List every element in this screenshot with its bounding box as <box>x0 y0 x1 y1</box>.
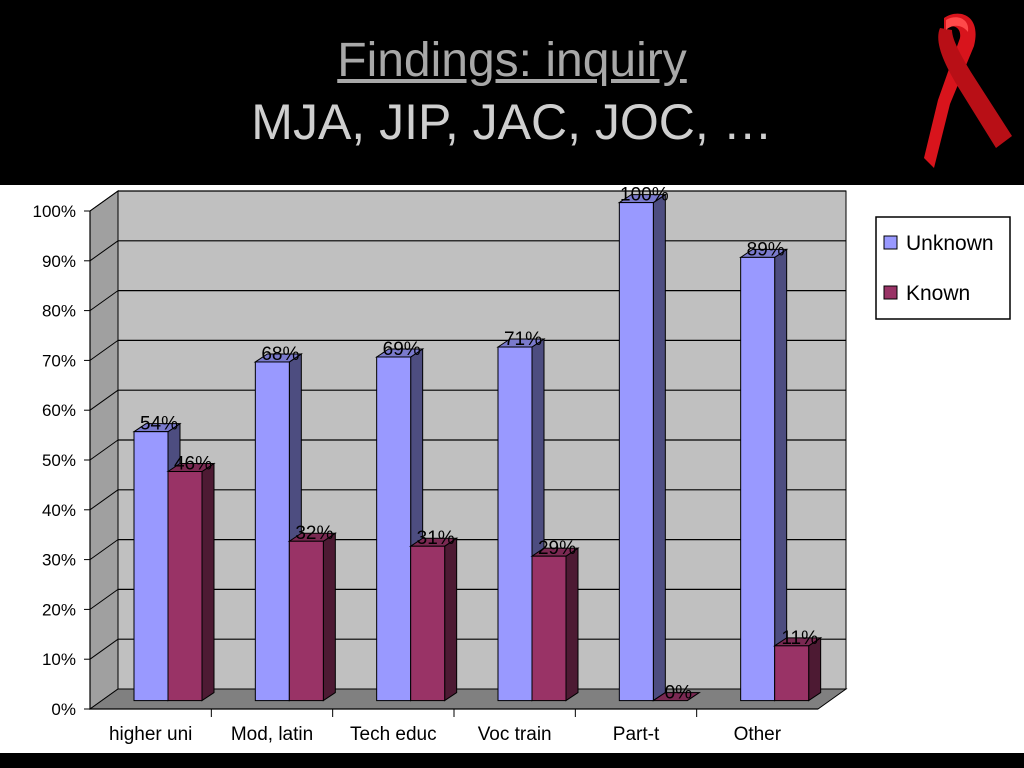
bar-side <box>322 532 336 702</box>
data-label: 32% <box>295 523 333 544</box>
bar-side <box>652 193 666 702</box>
bar-unknown <box>740 256 776 702</box>
bar-unknown <box>497 346 533 702</box>
y-tick-label: 20% <box>42 600 76 619</box>
y-tick-label: 0% <box>51 700 76 719</box>
data-label: 100% <box>620 185 669 206</box>
data-label: 89% <box>747 239 785 260</box>
data-label: 11% <box>781 628 818 649</box>
bar-known <box>410 545 446 702</box>
slide-title: Findings: inquiry MJA, JIP, JAC, JOC, … <box>0 32 1024 154</box>
gridline-side <box>89 638 119 660</box>
chart-area: 0% 10% 20% 30% 40% 50% 60% 70% 80% 90% 100% higher … <box>0 185 1024 753</box>
red-awareness-ribbon-icon <box>924 13 1012 168</box>
bar-unknown <box>133 431 169 702</box>
data-label: 71% <box>504 329 542 350</box>
x-tick-label: Other <box>734 724 782 745</box>
y-tick-label: 50% <box>42 451 76 470</box>
gridline-side <box>89 539 119 561</box>
bar-chart: 0% 10% 20% 30% 40% 50% 60% 70% 80% 90% 100% higher … <box>33 185 1011 745</box>
gridline-side <box>89 588 119 610</box>
bar-side <box>201 462 215 702</box>
y-tick-label: 30% <box>42 551 76 570</box>
y-tick-label: 10% <box>42 650 76 669</box>
data-label: 31% <box>417 528 455 549</box>
gridline-side <box>89 489 119 511</box>
gridline-side <box>89 190 119 212</box>
data-label: 46% <box>174 454 212 475</box>
x-tick-label: Mod, latin <box>231 724 313 745</box>
gridline-side <box>89 339 119 361</box>
y-tick-label: 70% <box>42 351 76 370</box>
bar-side <box>565 547 579 702</box>
title-line-2: MJA, JIP, JAC, JOC, … <box>251 94 773 150</box>
y-tick-label: 40% <box>42 501 76 520</box>
y-tick-label: 100% <box>33 202 76 221</box>
data-label: 68% <box>261 344 299 365</box>
x-tick-label: Voc train <box>478 724 552 745</box>
legend-label: Known <box>906 282 970 305</box>
gridline-side <box>89 439 119 461</box>
bar-known <box>167 471 203 702</box>
bar-known <box>531 555 567 702</box>
gridline-side <box>89 240 119 262</box>
data-label: 0% <box>665 683 693 704</box>
gridline-side <box>89 290 119 312</box>
data-label: 54% <box>140 414 178 435</box>
bar-top <box>651 692 701 702</box>
legend-label: Unknown <box>906 232 994 255</box>
x-tick-label: higher uni <box>109 724 192 745</box>
title-line-1: Findings: inquiry <box>337 34 687 87</box>
data-label: 69% <box>383 339 421 360</box>
data-label: 29% <box>538 538 576 559</box>
y-tick-label: 80% <box>42 302 76 321</box>
bar-unknown <box>376 356 412 702</box>
y-tick-label: 90% <box>42 252 76 271</box>
legend <box>875 216 1011 320</box>
bar-unknown <box>254 361 290 702</box>
bar-side <box>444 537 458 702</box>
legend-swatch <box>883 235 898 250</box>
bar-unknown <box>618 202 654 702</box>
x-tick-label: Tech educ <box>350 724 437 745</box>
legend-swatch <box>883 285 898 300</box>
gridline-side <box>89 389 119 411</box>
bar-known <box>288 540 324 702</box>
y-tick-label: 60% <box>42 401 76 420</box>
bar-known <box>774 645 810 702</box>
x-tick-label: Part-t <box>613 724 660 745</box>
